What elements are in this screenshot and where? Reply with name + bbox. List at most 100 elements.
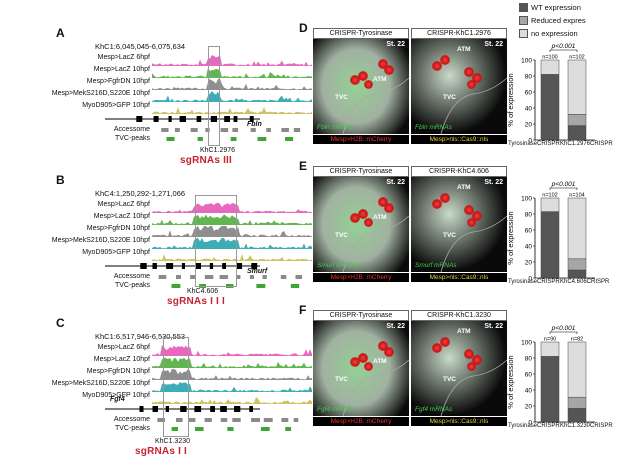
legend-label-wt: WT expression <box>531 3 581 12</box>
gene-name: Fbln <box>247 121 262 128</box>
nucleus <box>350 357 360 367</box>
tvc-peak <box>195 427 204 431</box>
tvc-peak <box>166 137 175 141</box>
y-tick-label: 0 <box>528 137 532 144</box>
accessome-peak <box>266 128 271 132</box>
panel-letter: B <box>56 173 65 187</box>
x-category-2: KhC1.3230CRISPR <box>560 423 613 429</box>
track-label: Mesp>MekS216D,S220E 10hpf <box>51 380 150 387</box>
embryo-outline <box>440 215 507 272</box>
bar-segment-reduced <box>567 396 587 409</box>
micrograph-title: CRISPR-KhC1.2976 <box>411 28 507 39</box>
exon <box>220 406 227 412</box>
p-value: p<0.001 <box>551 181 576 188</box>
tvc-peaks-label: TVC-peaks <box>114 425 150 432</box>
track-signal <box>152 55 312 66</box>
micrograph-title: CRISPR-KhC1.3230 <box>411 310 507 321</box>
accessome-peak <box>219 275 229 279</box>
accessome-peak <box>262 275 267 279</box>
bar-segment-wt <box>567 408 587 423</box>
nucleus <box>378 341 388 351</box>
track-label: MyoD905>GFP 10hpf <box>82 102 150 109</box>
accessome-label: Accessome <box>113 273 150 280</box>
exon <box>194 406 202 412</box>
track-signal <box>152 214 312 225</box>
mrna-label: Fgf4 mRNAs <box>415 406 453 413</box>
accessome-peak <box>220 128 229 132</box>
y-tick-label: 40 <box>525 243 533 250</box>
stage-label: St. 22 <box>484 41 503 48</box>
x-category-2: KhC4.606CRISPR <box>560 279 610 285</box>
accessome-peak <box>188 418 196 422</box>
exon <box>181 263 185 269</box>
stage-label: St. 22 <box>386 179 405 186</box>
exon <box>234 406 241 412</box>
p-value: p<0.001 <box>551 325 576 332</box>
y-axis-label: % of expression <box>507 73 515 126</box>
micrograph-right: CRISPR-KhC1.3230 St. 22 Fgf4 mRNAs TVC ATM <box>411 310 507 416</box>
nucleus <box>384 65 394 75</box>
exon <box>168 116 172 122</box>
micrograph-right: CRISPR-KhC4.606 St. 22 Smurf mRNAs TVC ATM <box>411 166 507 272</box>
y-tick-label: 0 <box>528 419 532 426</box>
stage-label: St. 22 <box>484 323 503 330</box>
exon <box>249 116 254 122</box>
track-signal <box>152 345 312 356</box>
track-area <box>152 238 312 249</box>
nucleus <box>466 361 476 371</box>
footer-mcherry: Mesp>H2B::mCherry <box>313 273 409 282</box>
bar-segment-wt <box>567 125 587 141</box>
tvc-label: TVC <box>443 94 456 101</box>
atm-label: ATM <box>457 184 471 191</box>
tvc-peak <box>260 427 270 431</box>
exon <box>136 116 143 122</box>
tvc-label: TVC <box>443 232 456 239</box>
track-area <box>152 369 312 380</box>
genomic-coordinate: KhC1:6,517,946-6,530,553 <box>95 332 186 341</box>
y-tick-label: 60 <box>525 89 533 96</box>
panel-letter: F <box>299 303 307 317</box>
track-signal <box>152 357 312 368</box>
sgrnas-label: sgRNAs I I I <box>167 296 225 307</box>
embryo-outline <box>440 359 507 416</box>
embryo-edge <box>440 215 507 272</box>
y-tick-label: 100 <box>521 339 532 346</box>
nucleus <box>378 59 388 69</box>
atm-label: ATM <box>373 358 387 365</box>
sgrnas-label: sgRNAs I I <box>135 446 188 457</box>
embryo-outline <box>342 77 409 134</box>
tvc-peak <box>230 137 237 141</box>
track-label: Mesp>MekS216D,S220E 10hpf <box>51 90 150 97</box>
stacked-bar-chart: % of expression 0 20 40 60 80 100 n=102 n=104 p<0… <box>507 181 595 282</box>
nucleus <box>358 353 368 363</box>
accessome-peak <box>293 128 301 132</box>
embryo-edge <box>440 77 507 134</box>
stage-label: St. 22 <box>386 323 405 330</box>
mrna-label: Smurf mRNAs <box>415 262 457 269</box>
n-label: n=90 <box>544 337 556 343</box>
element-id: KhC1.2976 <box>200 147 236 154</box>
micrograph-title: CRISPR-KhC4.606 <box>411 166 507 177</box>
nucleus <box>432 343 442 353</box>
tvc-peak <box>257 137 267 141</box>
nucleus <box>466 217 476 227</box>
track-area <box>152 107 312 114</box>
nucleus <box>358 209 368 219</box>
exon <box>180 406 187 412</box>
peak-tracks <box>161 128 301 141</box>
embryo-outline <box>342 215 409 272</box>
exon <box>196 116 202 122</box>
accessome-peak <box>232 418 241 422</box>
nucleus <box>440 55 450 65</box>
track-label: Mesp>LacZ 6hpf <box>97 344 150 351</box>
gene-name: Smurf <box>247 268 268 275</box>
bar-segment-none <box>567 197 587 260</box>
n-label: n=82 <box>571 337 583 343</box>
footer-mcherry: Mesp>H2B::mCherry <box>313 417 409 426</box>
stacked-bar-chart: % of expression 0 20 40 60 80 100 n=90 n=82 p<0.0… <box>507 325 595 426</box>
tvc-peak <box>256 284 266 288</box>
y-tick-label: 20 <box>525 121 533 128</box>
accessome-peak <box>176 275 181 279</box>
track-label: Mesp>FgfrDN 10hpf <box>86 78 150 85</box>
accessome-peak <box>220 418 228 422</box>
